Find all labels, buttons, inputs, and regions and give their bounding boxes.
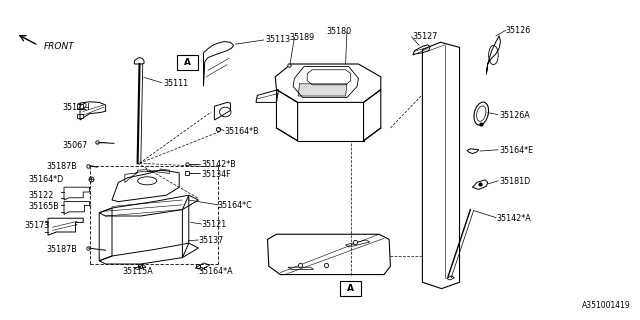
Text: 35067: 35067	[63, 141, 88, 150]
Text: 35180: 35180	[326, 28, 351, 36]
Text: 35111: 35111	[163, 79, 188, 88]
Polygon shape	[298, 84, 347, 96]
Text: FRONT: FRONT	[44, 42, 74, 51]
Text: 35164*D: 35164*D	[29, 175, 64, 184]
Text: 35121: 35121	[202, 220, 227, 229]
Text: 35142*B: 35142*B	[202, 160, 236, 169]
Text: 35164*B: 35164*B	[224, 127, 259, 136]
Text: 35134F: 35134F	[202, 170, 231, 179]
Text: 35126: 35126	[506, 26, 531, 35]
Text: A: A	[348, 284, 354, 293]
Text: 35122I: 35122I	[63, 103, 90, 112]
Bar	[177, 55, 198, 70]
Text: 35164*C: 35164*C	[218, 201, 252, 210]
Text: 35164*E: 35164*E	[499, 146, 533, 155]
Text: 35181D: 35181D	[499, 177, 531, 186]
Text: 35173: 35173	[24, 221, 49, 230]
Text: 35113: 35113	[266, 36, 291, 44]
Text: 35115A: 35115A	[123, 268, 154, 276]
Text: A: A	[184, 58, 191, 67]
Text: 35137: 35137	[198, 236, 223, 245]
Text: 35126A: 35126A	[499, 111, 530, 120]
Text: 35187B: 35187B	[46, 245, 77, 254]
Text: 35189: 35189	[289, 33, 314, 42]
Text: 35164*A: 35164*A	[198, 267, 233, 276]
Text: 35127: 35127	[413, 32, 438, 41]
Text: A351001419: A351001419	[582, 301, 630, 310]
Text: 35187B: 35187B	[46, 162, 77, 171]
Bar	[340, 281, 361, 296]
Text: 35122: 35122	[29, 191, 54, 200]
Text: 35142*A: 35142*A	[496, 214, 531, 223]
Text: 35165B: 35165B	[29, 202, 60, 211]
